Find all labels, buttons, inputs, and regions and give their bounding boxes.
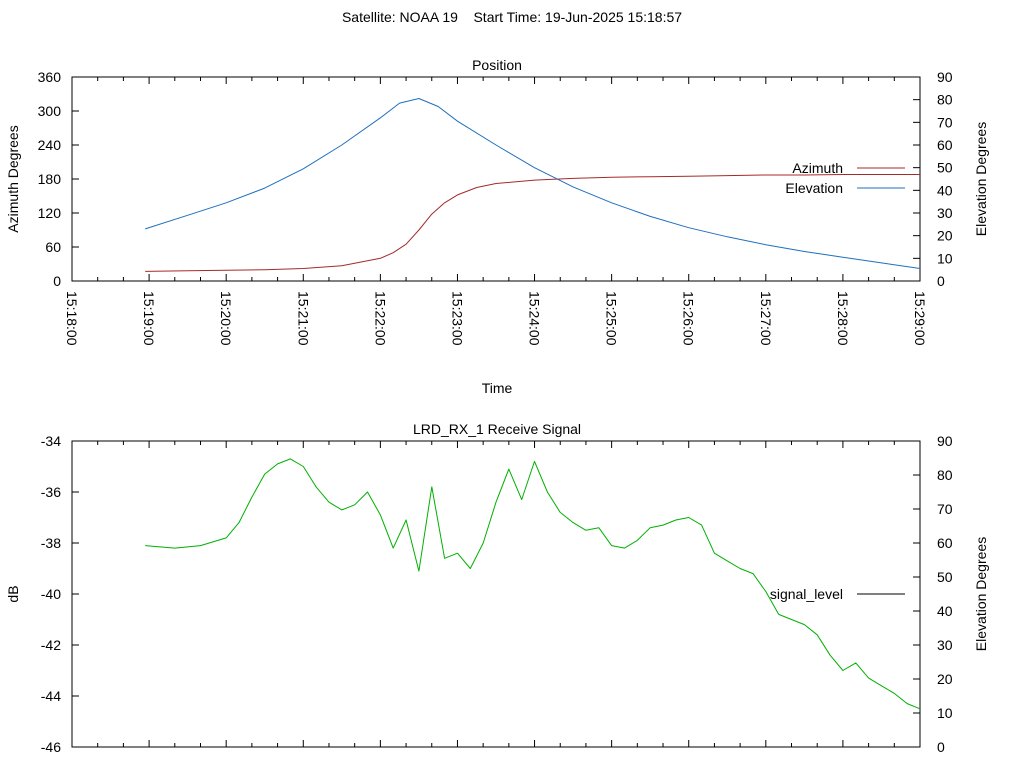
y2-tick-label: 80 (937, 467, 953, 483)
series-elevation-line (145, 98, 921, 269)
y-axis: 0 60 120 180 240 300 360 (38, 69, 79, 289)
y-tick-label: -34 (41, 433, 61, 449)
y2-tick-label: 20 (937, 671, 953, 687)
x-tick-label: 15:28:00 (835, 291, 851, 346)
y2-tick-label: 90 (937, 433, 953, 449)
x-tick-label: 15:23:00 (449, 291, 465, 346)
y2-axis: 0 10 20 30 40 50 60 70 80 90 (913, 433, 953, 755)
x-tick-label: 15:19:00 (141, 291, 157, 346)
y2-tick-label: 90 (937, 69, 953, 85)
chart-title: LRD_RX_1 Receive Signal (413, 421, 581, 437)
chart-title: Position (472, 57, 522, 73)
x-tick-label: 15:26:00 (681, 291, 697, 346)
y2-tick-label: 10 (937, 705, 953, 721)
y2-tick-label: 50 (937, 569, 953, 585)
y-tick-label: -36 (41, 484, 61, 500)
x-tick-label: 15:22:00 (372, 291, 388, 346)
legend: signal_level (770, 586, 905, 602)
x-tick-label: 15:27:00 (758, 291, 774, 346)
position-chart: Position 0 60 120 180 240 300 360 0 10 20 30 40 50 6… (5, 57, 989, 396)
y2-tick-label: 0 (937, 739, 945, 755)
x-axis: 15:18:00 15:19:00 15:20:00 15:21:00 15:22:00… (64, 77, 928, 346)
x-tick-label: 15:20:00 (218, 291, 234, 346)
y2-axis: 0 10 20 30 40 50 60 70 80 90 (913, 69, 953, 289)
x-tick-label: 15:18:00 (64, 291, 80, 346)
y2-tick-label: 80 (937, 92, 953, 108)
y2-tick-label: 50 (937, 160, 953, 176)
x-tick-label: 15:25:00 (604, 291, 620, 346)
legend: Azimuth Elevation (785, 160, 905, 196)
x-axis-label: Time (482, 380, 513, 396)
y2-tick-label: 0 (937, 273, 945, 289)
y2-tick-label: 60 (937, 137, 953, 153)
y-tick-label: -46 (41, 739, 61, 755)
y-tick-label: -44 (41, 688, 61, 704)
x-tick-label: 15:24:00 (527, 291, 543, 346)
y-tick-label: -38 (41, 535, 61, 551)
y-tick-label: -42 (41, 637, 61, 653)
y-tick-label: 60 (45, 239, 61, 255)
page-title: Satellite: NOAA 19 Start Time: 19-Jun-20… (342, 9, 682, 25)
y-axis-label: dB (5, 585, 21, 602)
y-tick-label: 240 (38, 137, 62, 153)
y-tick-label: 180 (38, 171, 62, 187)
y-tick-label: 360 (38, 69, 62, 85)
plot-area-border (71, 76, 921, 282)
y-tick-label: -40 (41, 586, 61, 602)
y2-tick-label: 70 (937, 501, 953, 517)
y2-tick-label: 30 (937, 637, 953, 653)
legend-label: signal_level (770, 586, 843, 602)
x-tick-label: 15:29:00 (912, 291, 928, 346)
y-tick-label: 300 (38, 103, 62, 119)
y2-tick-label: 20 (937, 228, 953, 244)
series-signal_level-line (145, 458, 921, 710)
legend-label: Azimuth (792, 160, 843, 176)
series-lines (145, 98, 921, 272)
series-lines (145, 458, 921, 710)
y2-axis-label: Elevation Degrees (973, 122, 989, 236)
y-tick-label: 0 (53, 273, 61, 289)
y2-tick-label: 70 (937, 114, 953, 130)
y2-tick-label: 10 (937, 250, 953, 266)
signal-chart: LRD_RX_1 Receive Signal -46-44-42-40-38-… (5, 421, 989, 755)
y-axis-label: Azimuth Degrees (5, 125, 21, 232)
y2-tick-label: 30 (937, 205, 953, 221)
x-axis (71, 441, 921, 747)
y2-axis-label: Elevation Degrees (973, 537, 989, 651)
series-azimuth-line (145, 174, 920, 272)
y2-tick-label: 40 (937, 603, 953, 619)
y2-tick-label: 40 (937, 182, 953, 198)
y-tick-label: 120 (38, 205, 62, 221)
legend-label: Elevation (785, 180, 843, 196)
y-axis: -46 -44 -42 -40 -38 -36 -34 (41, 433, 79, 755)
y2-tick-label: 60 (937, 535, 953, 551)
x-tick-label: 15:21:00 (295, 291, 311, 346)
